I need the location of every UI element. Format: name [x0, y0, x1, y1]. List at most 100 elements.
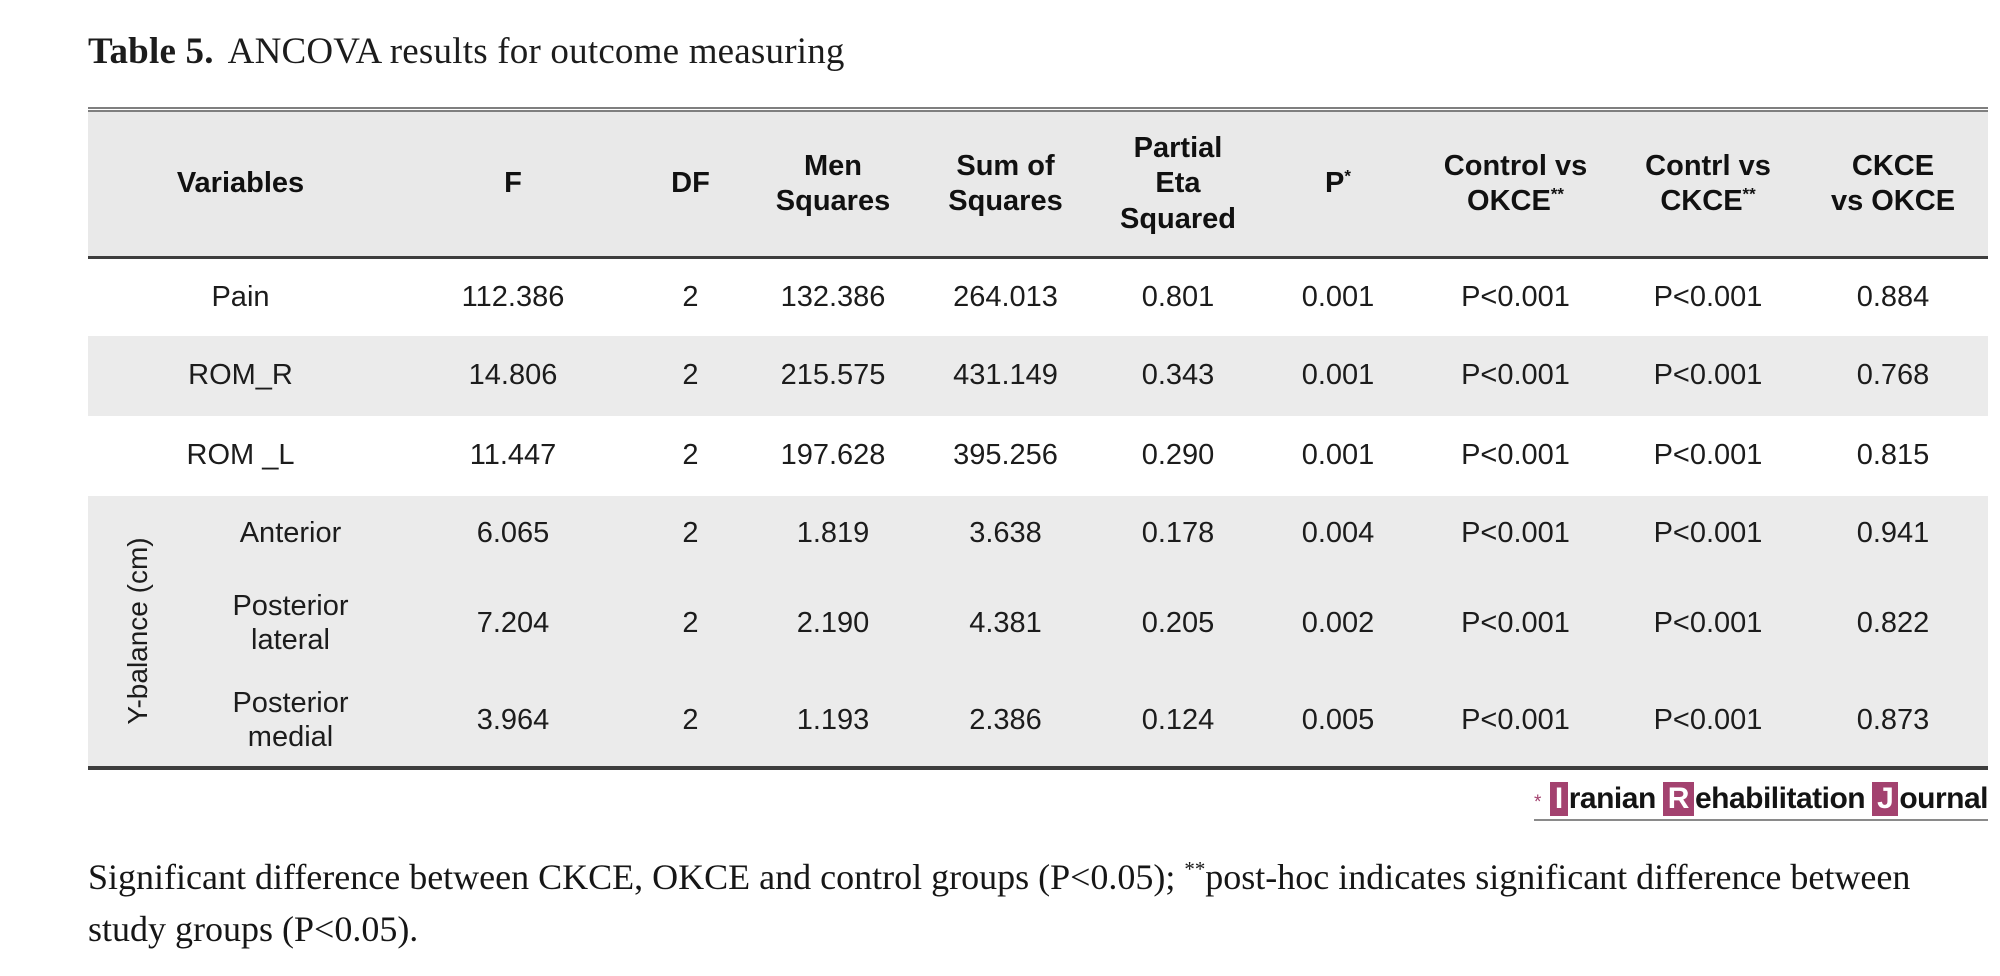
- cell-sum-squares: 2.386: [918, 675, 1093, 770]
- footnote-part2: post-hoc indicates significant differenc…: [88, 857, 1911, 950]
- cell-men-squares: 2.190: [748, 571, 918, 676]
- ancova-table: Variables F DF Men Squares Sum of Square…: [88, 107, 1988, 770]
- footnote-part1: Significant difference between CKCE, OKC…: [88, 857, 1185, 897]
- cell-men-squares: 215.575: [748, 335, 918, 416]
- table-row-posterior-medial: Posterior medial 3.964 2 1.193 2.386 0.1…: [88, 675, 1988, 770]
- cell-sum-squares: 3.638: [918, 495, 1093, 572]
- cell-sum-squares: 4.381: [918, 571, 1093, 676]
- cell-contrl-ckce: P<0.001: [1618, 257, 1798, 336]
- control-okce-asterisks: **: [1550, 184, 1564, 204]
- cell-df: 2: [633, 675, 748, 770]
- cell-p: 0.001: [1263, 257, 1413, 336]
- table-row-pain: Pain 112.386 2 132.386 264.013 0.801 0.0…: [88, 257, 1988, 336]
- table-row-posterior-lateral: Posterior lateral 7.204 2 2.190 4.381 0.…: [88, 571, 1988, 676]
- cell-p: 0.002: [1263, 571, 1413, 676]
- table-row-rom-r: ROM_R 14.806 2 215.575 431.149 0.343 0.0…: [88, 335, 1988, 416]
- table-number: Table 5.: [88, 31, 214, 72]
- cell-sum-squares: 395.256: [918, 415, 1093, 496]
- cell-contrl-ckce: P<0.001: [1618, 675, 1798, 770]
- logo-initial-r: R: [1662, 781, 1694, 816]
- contrl-ckce-asterisks: **: [1742, 184, 1756, 204]
- cell-partial-eta: 0.205: [1093, 571, 1263, 676]
- group-cell-y-balance: Y-balance (cm): [88, 495, 188, 770]
- cell-control-okce: P<0.001: [1413, 335, 1618, 416]
- table-row-rom-l: ROM _L 11.447 2 197.628 395.256 0.290 0.…: [88, 415, 1988, 496]
- row-label: ROM_R: [88, 335, 393, 416]
- cell-df: 2: [633, 495, 748, 572]
- cell-contrl-ckce: P<0.001: [1618, 415, 1798, 496]
- col-header-contrl-ckce: Contrl vs CKCE**: [1618, 109, 1798, 259]
- cell-contrl-ckce: P<0.001: [1618, 571, 1798, 676]
- col-header-variables: Variables: [88, 109, 393, 259]
- col-header-f: F: [393, 109, 633, 259]
- logo-asterisk: *: [1534, 792, 1541, 813]
- cell-partial-eta: 0.178: [1093, 495, 1263, 572]
- row-label: Posterior medial: [188, 675, 393, 770]
- cell-df: 2: [633, 335, 748, 416]
- cell-f: 6.065: [393, 495, 633, 572]
- row-label: Pain: [88, 257, 393, 336]
- table-header-row: Variables F DF Men Squares Sum of Square…: [88, 109, 1988, 259]
- cell-ckce-okce: 0.768: [1798, 335, 1988, 416]
- cell-f: 112.386: [393, 257, 633, 336]
- cell-df: 2: [633, 257, 748, 336]
- cell-f: 11.447: [393, 415, 633, 496]
- cell-control-okce: P<0.001: [1413, 257, 1618, 336]
- logo-initial-i: I: [1549, 781, 1568, 816]
- col-header-sum-squares: Sum of Squares: [918, 109, 1093, 259]
- cell-sum-squares: 264.013: [918, 257, 1093, 336]
- cell-p: 0.005: [1263, 675, 1413, 770]
- cell-f: 7.204: [393, 571, 633, 676]
- cell-contrl-ckce: P<0.001: [1618, 495, 1798, 572]
- col-header-men-squares: Men Squares: [748, 109, 918, 259]
- cell-control-okce: P<0.001: [1413, 495, 1618, 572]
- row-label: ROM _L: [88, 415, 393, 496]
- y-balance-rotated-label: Y-balance (cm): [122, 536, 153, 725]
- cell-f: 14.806: [393, 335, 633, 416]
- col-header-control-okce: Control vs OKCE**: [1413, 109, 1618, 259]
- col-header-p: P*: [1263, 109, 1413, 259]
- row-label: Anterior: [188, 495, 393, 572]
- cell-ckce-okce: 0.873: [1798, 675, 1988, 770]
- table-footnote: Significant difference between CKCE, OKC…: [88, 851, 1993, 955]
- cell-p: 0.001: [1263, 415, 1413, 496]
- cell-partial-eta: 0.124: [1093, 675, 1263, 770]
- cell-p: 0.001: [1263, 335, 1413, 416]
- cell-men-squares: 197.628: [748, 415, 918, 496]
- table-caption: ANCOVA results for outcome measuring: [227, 31, 845, 72]
- table-row-anterior: Y-balance (cm) Anterior 6.065 2 1.819 3.…: [88, 495, 1988, 770]
- col-header-partial-eta: Partial Eta Squared: [1093, 109, 1263, 259]
- row-label: Posterior lateral: [188, 571, 393, 676]
- cell-ckce-okce: 0.815: [1798, 415, 1988, 496]
- cell-ckce-okce: 0.822: [1798, 571, 1988, 676]
- cell-ckce-okce: 0.884: [1798, 257, 1988, 336]
- col-header-df: DF: [633, 109, 748, 259]
- cell-ckce-okce: 0.941: [1798, 495, 1988, 572]
- p-asterisk: *: [1344, 166, 1351, 186]
- footnote-asterisks: **: [1184, 857, 1206, 881]
- cell-df: 2: [633, 415, 748, 496]
- cell-partial-eta: 0.343: [1093, 335, 1263, 416]
- cell-men-squares: 1.193: [748, 675, 918, 770]
- cell-control-okce: P<0.001: [1413, 675, 1618, 770]
- cell-partial-eta: 0.290: [1093, 415, 1263, 496]
- col-header-ckce-okce: CKCE vs OKCE: [1798, 109, 1988, 259]
- cell-sum-squares: 431.149: [918, 335, 1093, 416]
- logo-initial-j: J: [1872, 781, 1899, 816]
- cell-df: 2: [633, 571, 748, 676]
- cell-contrl-ckce: P<0.001: [1618, 335, 1798, 416]
- cell-men-squares: 132.386: [748, 257, 918, 336]
- cell-men-squares: 1.819: [748, 495, 918, 572]
- cell-p: 0.004: [1263, 495, 1413, 572]
- table-title: Table 5. ANCOVA results for outcome measu…: [88, 30, 1994, 73]
- cell-control-okce: P<0.001: [1413, 571, 1618, 676]
- cell-partial-eta: 0.801: [1093, 257, 1263, 336]
- page: Table 5. ANCOVA results for outcome measu…: [88, 30, 1994, 955]
- cell-f: 3.964: [393, 675, 633, 770]
- cell-control-okce: P<0.001: [1413, 415, 1618, 496]
